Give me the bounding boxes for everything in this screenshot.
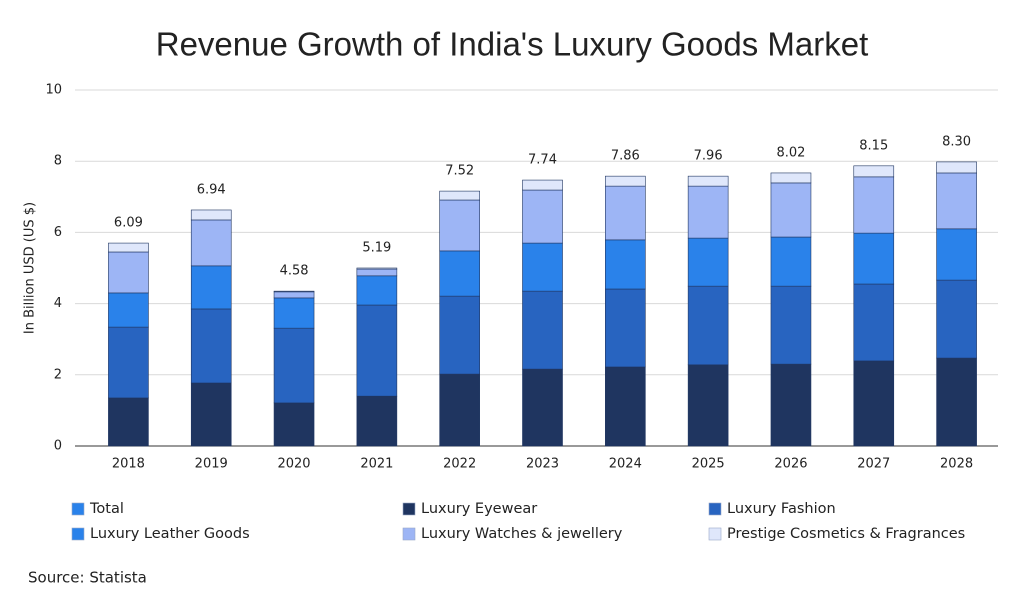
x-tick-label: 2024 [609, 457, 642, 472]
bar-segment [190, 308, 232, 384]
bar-segment [522, 368, 563, 447]
x-tick-label: 2028 [940, 457, 973, 472]
legend-swatch [71, 527, 85, 541]
bar-segment [687, 175, 729, 187]
bar-segment [356, 395, 398, 447]
x-tick-label: 2027 [857, 457, 890, 472]
bar-segment [936, 172, 977, 230]
bar-segment [687, 285, 729, 366]
bar-segment [522, 189, 563, 244]
legend-swatch [708, 502, 722, 516]
bar-segment [439, 295, 480, 375]
bar-segment [605, 239, 646, 290]
total-label: 7.52 [445, 164, 474, 179]
bar-segment [770, 172, 812, 184]
chart-title: Revenue Growth of India's Luxury Goods M… [156, 26, 868, 63]
bar-segment [439, 250, 480, 297]
total-label: 8.30 [942, 134, 971, 149]
bar-segment [770, 363, 812, 447]
bar-segment [356, 275, 398, 306]
legend-swatch [402, 527, 416, 541]
y-tick-label: 8 [54, 154, 62, 169]
bar-segment [853, 176, 895, 234]
bar-segment [273, 290, 315, 293]
bar-segment [853, 360, 895, 447]
bar-segment [273, 327, 315, 404]
legend-label: Luxury Leather Goods [90, 526, 250, 542]
source: Source: Statista [28, 569, 147, 587]
bar-segment [356, 267, 398, 270]
bar-segment [853, 165, 895, 178]
y-tick-label: 4 [54, 296, 62, 311]
bar-segment [853, 232, 895, 285]
bar-segment [273, 291, 315, 299]
bar-segment [770, 236, 812, 287]
bar-segment [687, 364, 729, 447]
total-label: 8.02 [776, 145, 805, 160]
bar-segment [108, 292, 149, 328]
bar-segment [936, 279, 977, 359]
bar-segment [605, 185, 646, 241]
bar-segment [190, 209, 232, 221]
total-label: 5.19 [362, 241, 391, 256]
bar-segment [108, 242, 149, 253]
bar-segment [936, 228, 977, 281]
bar-segment [108, 397, 149, 447]
total-label: 7.96 [694, 149, 723, 164]
bar-segment [190, 219, 232, 267]
x-tick-label: 2018 [112, 457, 145, 472]
x-tick-label: 2025 [692, 457, 725, 472]
bar-segment [936, 357, 977, 447]
bar-segment [273, 297, 315, 329]
x-tick-label: 2023 [526, 457, 559, 472]
x-tick-label: 2020 [277, 457, 310, 472]
bar-segment [936, 161, 977, 174]
x-tick-label: 2019 [195, 457, 228, 472]
bar-segment [853, 283, 895, 362]
total-label: 6.09 [114, 216, 143, 231]
y-axis-label: In Billion USD (US $) [23, 202, 38, 334]
total-label: 4.58 [280, 264, 309, 279]
y-tick-label: 0 [54, 439, 62, 454]
bar-segment [605, 366, 646, 447]
bar-segment [273, 402, 315, 447]
x-tick-label: 2026 [774, 457, 807, 472]
bar-segment [605, 175, 646, 187]
bar-segment [439, 199, 480, 252]
bar-segment [687, 237, 729, 287]
x-tick-label: 2022 [443, 457, 476, 472]
bar-segment [356, 304, 398, 397]
bar-segment [522, 242, 563, 292]
bar-segment [605, 288, 646, 368]
bar-segment [439, 373, 480, 447]
x-tick-label: 2021 [360, 457, 393, 472]
legend-swatch [402, 502, 416, 516]
total-label: 6.94 [197, 182, 226, 197]
legend-swatch [708, 527, 722, 541]
legend-label: Luxury Fashion [727, 501, 836, 517]
bar-segment [190, 382, 232, 447]
bar-segment [522, 179, 563, 191]
legend-label: Prestige Cosmetics & Fragrances [727, 526, 965, 542]
bar-segment [687, 185, 729, 239]
bar-segment [190, 265, 232, 310]
legend-swatch [71, 502, 85, 516]
y-tick-label: 6 [54, 225, 62, 240]
bar-segment [439, 190, 480, 201]
bar-segment [108, 326, 149, 399]
legend-label: Total [89, 501, 124, 517]
bar-segment [770, 182, 812, 238]
bar-segment [108, 251, 149, 294]
legend-label: Luxury Watches & jewellery [421, 526, 623, 542]
bar-segment [356, 268, 398, 277]
total-label: 7.74 [528, 153, 557, 168]
total-label: 7.86 [611, 149, 640, 164]
bar-segment [770, 285, 812, 365]
legend-label: Luxury Eyewear [421, 501, 537, 517]
bar-segment [522, 290, 563, 370]
total-label: 8.15 [859, 138, 888, 153]
y-tick-label: 2 [54, 367, 62, 382]
y-tick-label: 10 [45, 83, 62, 98]
